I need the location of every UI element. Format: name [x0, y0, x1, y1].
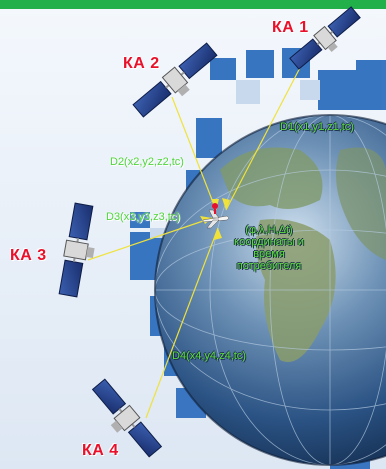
consumer-line3: потребителя [236, 260, 302, 272]
signal-line-ka2 [171, 96, 217, 211]
satellite-ka4-icon [91, 378, 163, 458]
range-label-d1: D1(x1,y1,z1,tc) [280, 121, 354, 133]
range-label-d3: D3(x3,y3,z3,tc) [106, 211, 180, 223]
signal-line-ka3 [87, 217, 213, 261]
range-label-d2: D2(x2,y2,z2,tc) [110, 156, 184, 168]
consumer-params: (φ,λ,H,Δt) [245, 224, 293, 236]
satellite-label-ka2: КА 2 [123, 55, 160, 72]
signal-line-ka1 [225, 61, 304, 211]
background-grid-light [150, 80, 320, 238]
signal-line-ka4 [145, 227, 219, 419]
satellite-ka3-icon [58, 202, 95, 298]
signal-lines [87, 61, 304, 419]
consumer-line1: координаты и [234, 236, 304, 248]
consumer-line2: время [253, 248, 285, 260]
satellite-label-ka1: КА 1 [272, 19, 309, 36]
top-bar [0, 0, 386, 9]
satellite-ka2-icon [132, 42, 218, 118]
satellite-label-ka3: КА 3 [10, 247, 47, 264]
consumer-plane-icon [202, 203, 230, 229]
satellite-label-ka4: КА 4 [82, 442, 119, 459]
range-label-d4: D4(x4,y4,z4,tc) [172, 350, 246, 362]
satellite-ka1-icon [289, 6, 361, 70]
consumer-label: (φ,λ,H,Δt) координаты и время потребител… [226, 224, 312, 272]
